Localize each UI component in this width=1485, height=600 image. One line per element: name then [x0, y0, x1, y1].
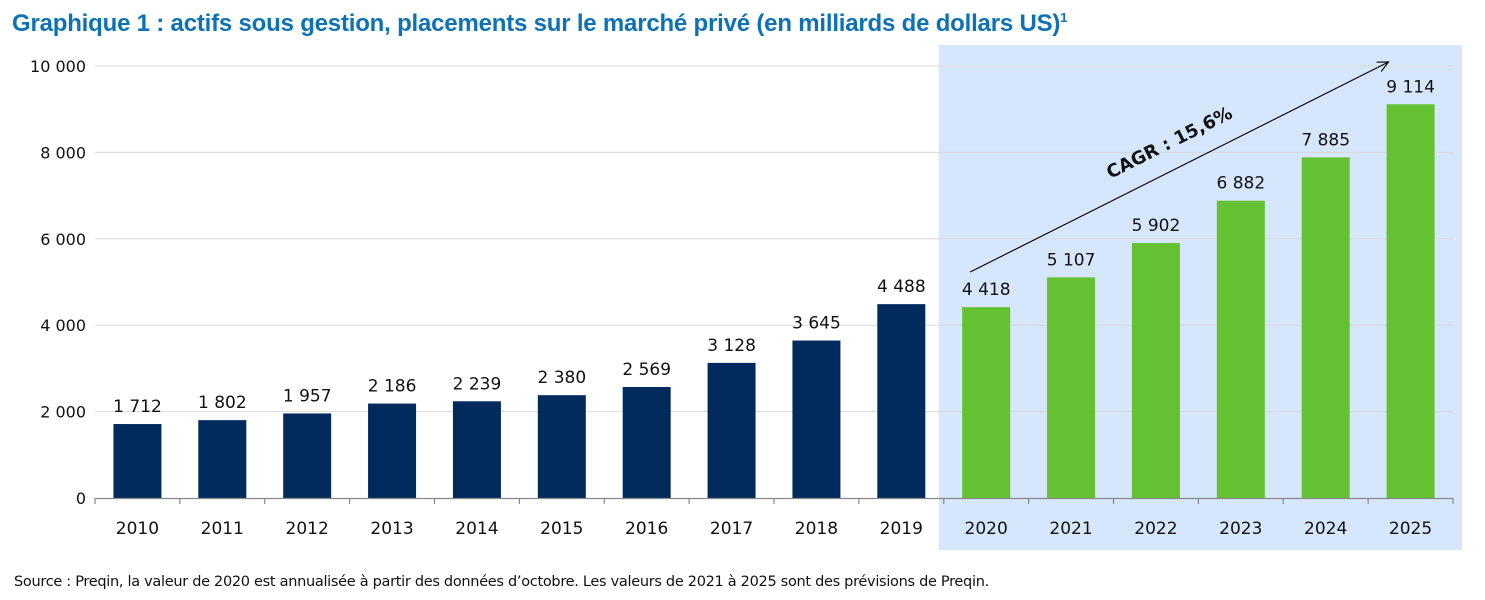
x-tick-label-2013: 2013: [370, 519, 413, 539]
value-label-2013: 2 186: [368, 377, 417, 397]
value-label-2024: 7 885: [1301, 130, 1350, 150]
bar-2023: [1216, 200, 1265, 498]
value-label-2012: 1 957: [283, 386, 332, 406]
x-tick-label-2010: 2010: [116, 519, 159, 539]
bar-2012: [283, 413, 332, 498]
cagr-arrow-head-icon: [1376, 61, 1390, 72]
y-tick-label: 8 000: [40, 143, 86, 162]
y-axis-tick-labels: 0 2 000 4 000 6 000 8 000 10 000: [30, 57, 86, 508]
x-tick-label-2024: 2024: [1304, 519, 1347, 539]
bar-2022: [1131, 243, 1180, 498]
value-label-2011: 1 802: [198, 393, 247, 413]
x-tick-label-2017: 2017: [710, 519, 753, 539]
value-label-2025: 9 114: [1386, 77, 1435, 97]
x-tick-label-2023: 2023: [1219, 519, 1262, 539]
bar-2015: [537, 395, 586, 498]
x-tick-label-2015: 2015: [540, 519, 583, 539]
bar-2017: [707, 362, 756, 498]
value-label-2017: 3 128: [707, 336, 756, 356]
bar-2010: [113, 424, 162, 498]
value-labels: 1 712 1 802 1 957 2 186 2 239 2 380 2 569 3 128…: [113, 77, 1435, 417]
chart-title: Graphique 1 : actifs sous gestion, place…: [12, 10, 1067, 38]
bar-2011: [198, 420, 247, 498]
x-tick-label-2019: 2019: [880, 519, 923, 539]
forecast-highlight-panel: [938, 45, 1462, 550]
value-label-2020: 4 418: [962, 280, 1011, 300]
x-tick-label-2020: 2020: [965, 519, 1008, 539]
bar-2019: [877, 304, 926, 498]
x-tick-label-2021: 2021: [1049, 519, 1092, 539]
value-label-2014: 2 239: [453, 374, 502, 394]
value-label-2010: 1 712: [113, 397, 162, 417]
bars: [113, 104, 1435, 499]
chart-title-text: Graphique 1 : actifs sous gestion, place…: [12, 10, 1061, 37]
x-tick-label-2022: 2022: [1134, 519, 1177, 539]
y-tick-label: 6 000: [40, 230, 86, 249]
value-label-2019: 4 488: [877, 277, 926, 297]
x-tick-label-2011: 2011: [201, 519, 244, 539]
bar-2018: [792, 340, 841, 498]
cagr-arrow-line: [969, 61, 1389, 273]
x-tick-label-2012: 2012: [286, 519, 329, 539]
title-footnote-marker: 1: [1060, 10, 1068, 25]
x-tick-label-2018: 2018: [795, 519, 838, 539]
y-tick-label: 4 000: [40, 316, 86, 335]
value-label-2018: 3 645: [792, 314, 841, 334]
bar-2024: [1301, 157, 1350, 499]
y-tick-label: 2 000: [40, 403, 86, 422]
bar-2013: [368, 403, 417, 498]
x-tick-label-2016: 2016: [625, 519, 668, 539]
bar-2025: [1386, 104, 1435, 498]
x-tick-label-2025: 2025: [1389, 519, 1432, 539]
x-tick-label-2014: 2014: [455, 519, 498, 539]
source-note: Source : Preqin, la valeur de 2020 est a…: [14, 574, 989, 590]
y-tick-label: 10 000: [30, 57, 86, 76]
value-label-2023: 6 882: [1216, 174, 1265, 194]
bar-2016: [622, 387, 671, 498]
bar-2014: [452, 401, 501, 498]
value-label-2015: 2 380: [537, 368, 586, 388]
y-tick-label: 0: [76, 489, 86, 508]
value-label-2022: 5 902: [1132, 216, 1181, 236]
bar-2021: [1047, 277, 1096, 498]
value-label-2021: 5 107: [1047, 250, 1096, 270]
x-axis: [94, 497, 1454, 504]
x-axis-tick-labels: 2010 2011 2012 2013 2014 2015 2016 2017 2018 2019…: [116, 519, 1432, 539]
value-label-2016: 2 569: [622, 360, 671, 380]
bar-2020: [962, 307, 1011, 498]
